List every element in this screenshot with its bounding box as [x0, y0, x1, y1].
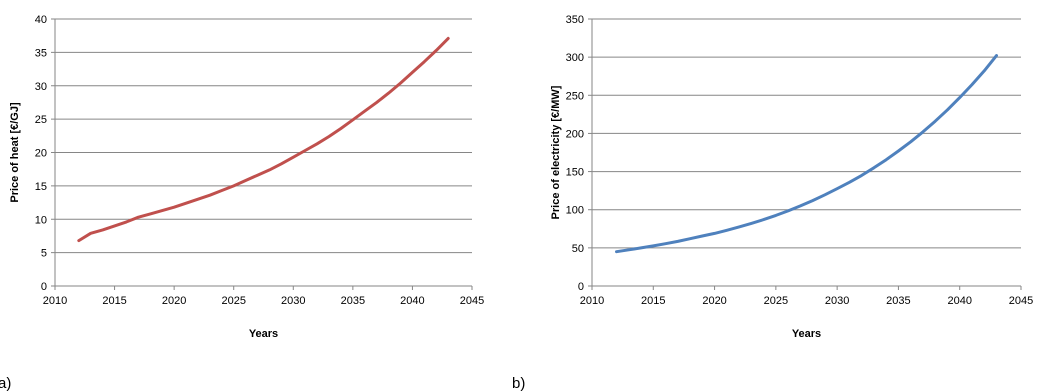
electricity-y-axis-title: Price of electricity [€/MW] — [550, 85, 562, 219]
electricity-x-tick-label: 2015 — [641, 295, 665, 307]
electricity-y-tick-label: 300 — [566, 52, 584, 64]
electricity-x-tick-label: 2035 — [886, 295, 910, 307]
electricity-x-tick-label: 2030 — [825, 295, 849, 307]
heat-y-tick-label: 0 — [41, 281, 47, 293]
heat-x-tick-label: 2035 — [341, 295, 365, 307]
heat-x-tick-label: 2025 — [221, 295, 245, 307]
electricity-y-tick-label: 100 — [566, 205, 584, 217]
electricity-panel-label: b) — [512, 375, 525, 391]
electricity-x-tick-label: 2025 — [764, 295, 788, 307]
electricity-x-tick-label: 2010 — [580, 295, 604, 307]
electricity-x-tick-label: 2040 — [947, 295, 971, 307]
heat-y-tick-label: 25 — [35, 114, 47, 126]
heat-y-tick-label: 20 — [35, 148, 47, 160]
heat-x-tick-label: 2010 — [43, 295, 67, 307]
heat-x-tick-label: 2045 — [460, 295, 484, 307]
electricity-y-tick-label: 350 — [566, 14, 584, 26]
heat-x-axis-title: Years — [249, 328, 278, 340]
heat-y-tick-label: 10 — [35, 214, 47, 226]
heat-y-tick-label: 40 — [35, 14, 47, 26]
electricity-y-tick-label: 250 — [566, 90, 584, 102]
electricity-y-tick-label: 0 — [578, 281, 584, 293]
heat-y-tick-label: 5 — [41, 248, 47, 260]
electricity-x-axis-title: Years — [792, 328, 821, 340]
heat-x-tick-label: 2040 — [400, 295, 424, 307]
heat-x-tick-label: 2020 — [162, 295, 186, 307]
electricity-y-tick-label: 50 — [572, 243, 584, 255]
heat-y-tick-label: 30 — [35, 81, 47, 93]
heat-y-tick-label: 15 — [35, 181, 47, 193]
heat-y-axis-title: Price of heat [€/GJ] — [9, 102, 21, 203]
electricity-price-series-line — [617, 56, 997, 252]
heat-price-series-line — [79, 38, 448, 240]
heat-y-tick-label: 35 — [35, 47, 47, 59]
heat-panel-label: a) — [0, 375, 11, 391]
electricity-x-tick-label: 2045 — [1009, 295, 1033, 307]
electricity-x-tick-label: 2020 — [702, 295, 726, 307]
electricity-price-chart: 0 50 100 150 200 250 300 350 2010 2015 2020 2025 203… — [512, 14, 1033, 391]
electricity-y-tick-label: 150 — [566, 167, 584, 179]
electricity-y-tick-label: 200 — [566, 128, 584, 140]
heat-x-tick-label: 2030 — [281, 295, 305, 307]
heat-x-tick-label: 2015 — [102, 295, 126, 307]
